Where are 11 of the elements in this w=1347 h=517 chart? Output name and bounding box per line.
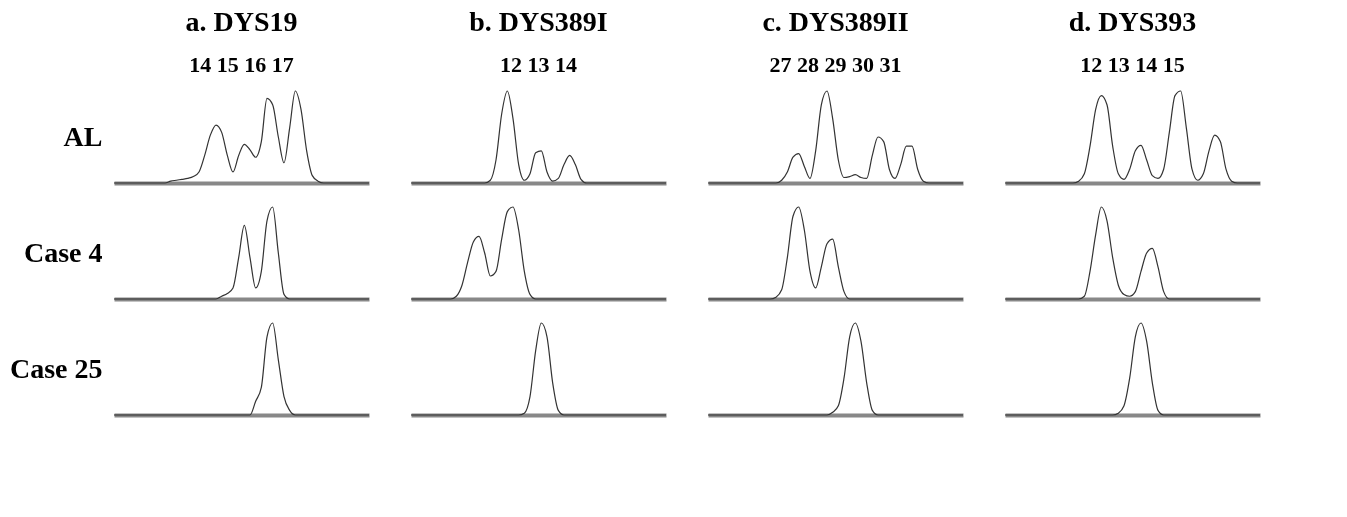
chart-subtitle: 27 28 29 30 31 [769,52,902,78]
chart-subtitle: 14 15 16 17 [189,52,294,78]
chart-title: c. DYS389II [762,6,909,38]
chart-subtitle: 12 13 14 [500,52,577,78]
chart-title: d. DYS393 [1068,6,1197,38]
chart-title: a. DYS19 [185,6,298,38]
y-axis-title: AL [63,120,103,152]
y-axis-title: Case 25 [9,352,103,384]
y-axis-title: Case 4 [23,236,103,268]
chart-subtitle: 12 13 14 15 [1080,52,1185,78]
chart-title: b. DYS389I [469,6,608,38]
